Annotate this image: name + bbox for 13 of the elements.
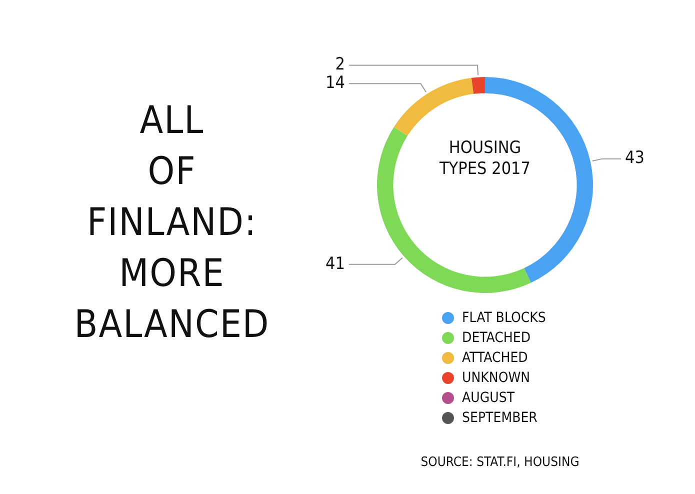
legend-label: ATTACHED	[462, 350, 528, 366]
legend-label: AUGUST	[462, 390, 515, 406]
data-label: 43	[625, 148, 644, 168]
source-note: SOURCE: STAT.FI, HOUSING	[420, 455, 580, 470]
data-label: 2	[335, 54, 345, 75]
legend-label: FLAT BLOCKS	[462, 310, 546, 326]
legend-label: SEPTEMBER	[462, 410, 538, 426]
legend-label: UNKNOWN	[462, 370, 530, 386]
data-label: 41	[326, 254, 345, 274]
text: HOUSING TYPES 2017	[438, 138, 532, 180]
text: ALL OF FINLAND: MORE BALANCED	[73, 97, 271, 348]
legend-label: DETACHED	[462, 330, 531, 346]
data-label: 14	[326, 73, 345, 94]
